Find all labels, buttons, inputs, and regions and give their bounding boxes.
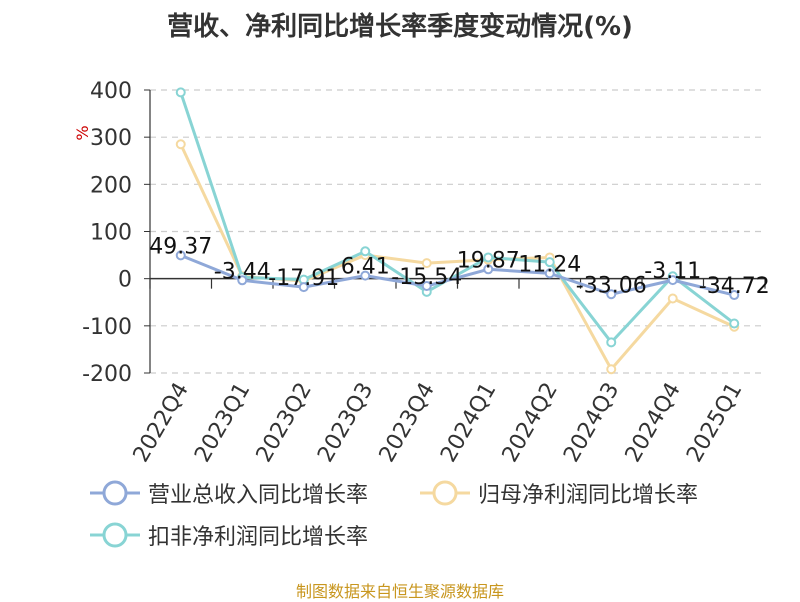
data-point-deducted-profit xyxy=(606,337,617,348)
legend-item-net-profit[interactable]: 归母净利润同比增长率 xyxy=(418,478,698,508)
x-tick-label: 2023Q3 xyxy=(313,379,378,467)
x-tick-label: 2023Q4 xyxy=(375,379,440,467)
x-tick-label: 2022Q4 xyxy=(129,379,194,467)
series-line-revenue xyxy=(180,253,735,297)
data-label-layer: 49.37-3.44-17.91 6.41 -15.5419.8711.24-33.… xyxy=(149,234,769,299)
data-point-deducted-profit xyxy=(729,318,740,329)
series-layer xyxy=(175,87,740,375)
data-point-net-profit xyxy=(421,258,432,269)
data-point-revenue xyxy=(421,280,432,291)
data-point-revenue xyxy=(360,270,371,281)
data-point-deducted-profit xyxy=(175,87,186,98)
x-tick-label: 2024Q2 xyxy=(498,379,563,467)
y-tick-label: 0 xyxy=(118,268,132,293)
data-point-net-profit xyxy=(667,293,678,304)
data-point-revenue xyxy=(667,275,678,286)
y-tick-label: 400 xyxy=(90,79,132,104)
chart-title: 营收、净利同比增长率季度变动情况(%) xyxy=(167,12,633,42)
data-label-revenue: -3.11 xyxy=(644,259,701,284)
data-label-revenue: -17.91 xyxy=(268,266,339,291)
data-point-net-profit xyxy=(175,139,186,150)
data-label-revenue: -34.72 xyxy=(699,274,770,299)
grid-layer xyxy=(150,89,765,374)
legend-swatch-revenue xyxy=(90,480,140,506)
legend-swatch-net-profit xyxy=(420,480,470,506)
data-point-revenue xyxy=(729,290,740,301)
y-tick-label: 100 xyxy=(90,221,132,246)
data-point-revenue xyxy=(237,275,248,286)
legend-label-deducted-profit: 扣非净利润同比增长率 xyxy=(148,525,369,550)
y-tick-label: 200 xyxy=(90,173,132,198)
x-tick-label: 2024Q3 xyxy=(559,379,624,467)
legend-swatch-deducted-profit xyxy=(90,522,140,548)
series-line-deducted-profit xyxy=(179,91,736,344)
y-tick-label: 300 xyxy=(90,126,132,151)
x-tick-label: 2024Q4 xyxy=(621,379,686,467)
data-label-revenue: 6.41 xyxy=(341,255,390,280)
data-source-note: 制图数据来自恒生聚源数据库 xyxy=(295,582,504,601)
data-label-revenue: 49.37 xyxy=(149,234,212,259)
data-label-revenue: -15.54 xyxy=(391,265,462,290)
data-label-revenue: -3.44 xyxy=(214,259,271,284)
x-tick-label: 2025Q1 xyxy=(682,379,747,467)
x-tick-label: 2023Q2 xyxy=(252,379,317,467)
legend-item-revenue[interactable]: 营业总收入同比增长率 xyxy=(88,478,368,508)
legend-label-net-profit: 归母净利润同比增长率 xyxy=(478,483,699,508)
legend-label-revenue: 营业总收入同比增长率 xyxy=(148,483,369,508)
data-label-revenue: -33.06 xyxy=(576,273,647,298)
y-tick-label: -200 xyxy=(82,362,132,387)
y-axis-unit-label: % xyxy=(73,125,92,140)
legend-item-deducted-profit[interactable]: 扣非净利润同比增长率 xyxy=(88,520,368,550)
data-point-deducted-profit xyxy=(544,257,555,268)
data-point-net-profit xyxy=(606,364,617,375)
data-label-revenue: 11.24 xyxy=(518,252,581,277)
data-point-deducted-profit xyxy=(483,252,494,263)
y-tick-label: -100 xyxy=(82,315,132,340)
data-point-revenue xyxy=(483,264,494,275)
data-point-revenue xyxy=(606,289,617,300)
x-tick-label: 2023Q1 xyxy=(190,379,255,467)
data-label-revenue: 19.87 xyxy=(457,248,520,273)
data-point-revenue xyxy=(175,250,186,261)
x-tick-label: 2024Q1 xyxy=(436,379,501,467)
data-point-revenue xyxy=(298,282,309,293)
data-point-revenue xyxy=(544,268,555,279)
data-point-deducted-profit xyxy=(360,246,371,257)
